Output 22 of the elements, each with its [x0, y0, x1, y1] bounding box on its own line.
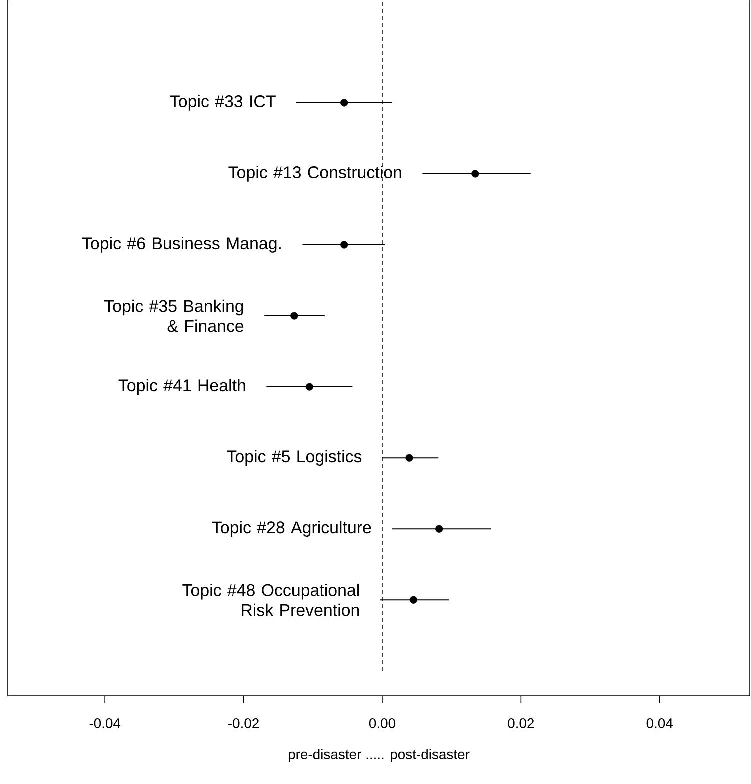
- y-tick-label: Topic #48 Occupational Risk Prevention: [182, 584, 360, 616]
- y-tick-label: Topic #5 Logistics: [227, 450, 362, 466]
- y-tick-label: Topic #28 Agriculture: [212, 521, 372, 537]
- point: [472, 170, 480, 178]
- x-tick-label: -0.04: [90, 718, 121, 728]
- x-tick-label: -0.02: [228, 718, 259, 728]
- x-tick-label: 0.00: [369, 718, 396, 728]
- x-tick-label: 0.04: [646, 718, 674, 728]
- y-tick-label: Topic #35 Banking & Finance: [104, 300, 244, 332]
- point: [290, 312, 298, 320]
- y-tick-label: Topic #41 Health: [118, 379, 246, 395]
- y-tick-label: Topic #13 Construction: [228, 166, 402, 182]
- y-tick-label: Topic #33 ICT: [170, 95, 276, 111]
- point: [436, 525, 444, 533]
- point: [340, 99, 348, 107]
- point: [306, 383, 314, 391]
- y-tick-label: Topic #6 Business Manag.: [82, 237, 281, 253]
- x-tick-label: 0.02: [508, 718, 534, 728]
- point: [340, 241, 348, 249]
- x-axis-title: pre-disaster ..... post-disaster: [288, 749, 470, 762]
- point: [410, 596, 418, 604]
- point: [406, 454, 414, 462]
